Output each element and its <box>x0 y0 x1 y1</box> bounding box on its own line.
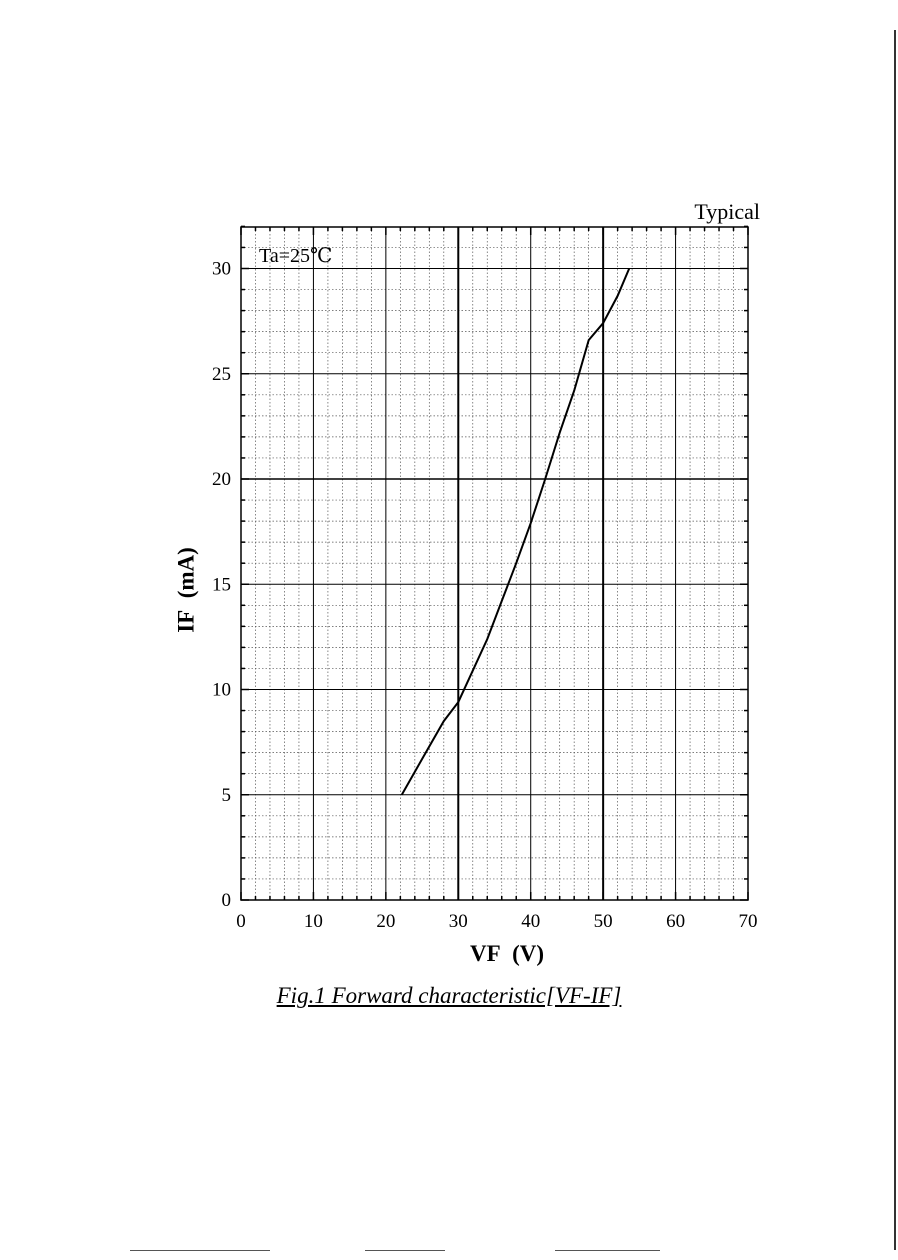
y-tick-label: 15 <box>212 574 231 595</box>
x-axis-label: VF (V) <box>470 941 544 966</box>
y-tick-label: 20 <box>212 469 231 490</box>
scan-edge-bottom <box>130 1250 270 1251</box>
y-tick-label: 25 <box>212 364 231 385</box>
x-tick-label: 0 <box>236 911 246 932</box>
vf-if-curve <box>400 268 631 796</box>
y-tick-label: 5 <box>222 785 232 806</box>
major-grid <box>241 227 748 900</box>
x-tick-label: 30 <box>449 911 468 932</box>
temperature-annotation: Ta=25℃ <box>259 245 332 267</box>
y-tick-label: 0 <box>222 890 232 911</box>
y-axis-label: IF (mA) <box>173 547 198 633</box>
typical-label: Typical <box>694 199 760 224</box>
x-tick-label: 50 <box>594 911 613 932</box>
x-tick-label: 70 <box>739 911 758 932</box>
scan-edge-right <box>894 30 896 1250</box>
x-axis-ticks: 0 10 20 30 40 50 60 70 <box>236 227 758 932</box>
scan-edge-bottom <box>555 1250 660 1251</box>
y-tick-label: 30 <box>212 259 231 280</box>
scan-edge-bottom <box>365 1250 445 1251</box>
x-tick-label: 60 <box>666 911 685 932</box>
y-axis-ticks: 0 5 10 15 20 25 30 <box>212 225 748 911</box>
x-tick-label: 40 <box>521 911 540 932</box>
x-tick-label: 20 <box>376 911 395 932</box>
y-tick-label: 10 <box>212 680 231 701</box>
figure-caption: Fig.1 Forward characteristic[VF-IF] <box>276 983 622 1008</box>
x-tick-label: 10 <box>304 911 323 932</box>
minor-grid <box>241 227 748 900</box>
